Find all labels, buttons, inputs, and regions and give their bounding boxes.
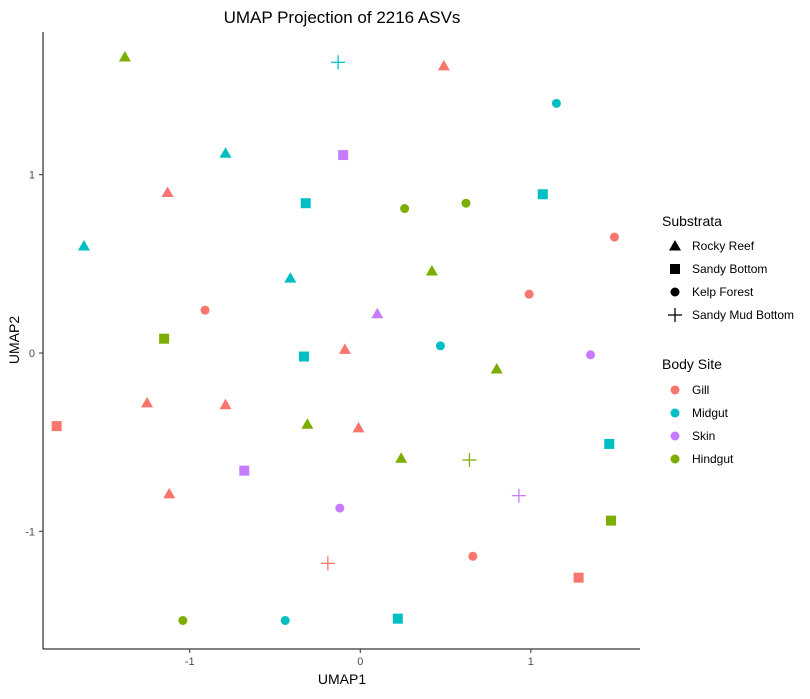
data-point	[524, 289, 534, 299]
data-point	[609, 232, 619, 242]
data-point	[161, 186, 174, 197]
substrata-legend-label: Rocky Reef	[692, 239, 755, 253]
data-point	[551, 98, 561, 108]
data-point	[178, 615, 188, 625]
data-point	[462, 452, 477, 467]
y-tick-label: -1	[25, 526, 35, 538]
legend-triangle-icon	[669, 240, 681, 251]
legend-color-swatch	[670, 408, 680, 418]
data-point	[586, 350, 596, 360]
data-point	[537, 189, 548, 200]
substrata-legend-label: Sandy Mud Bottom	[692, 308, 794, 322]
data-point	[301, 418, 314, 429]
legend-color-swatch	[670, 454, 680, 464]
data-point	[219, 398, 232, 410]
data-point	[573, 572, 584, 583]
data-point	[163, 487, 176, 499]
legend-color-swatch	[670, 431, 680, 441]
substrata-legend-label: Kelp Forest	[692, 285, 754, 299]
data-point	[338, 343, 351, 354]
body-site-legend-label: Skin	[692, 429, 715, 443]
y-tick-label: 0	[29, 348, 35, 360]
data-point	[284, 272, 297, 283]
body-site-legend-title: Body Site	[662, 356, 722, 372]
data-point	[425, 264, 438, 276]
data-point	[51, 421, 62, 432]
data-point	[320, 556, 335, 571]
legend-square-icon	[670, 264, 680, 274]
data-point	[395, 452, 408, 463]
data-point	[604, 438, 615, 449]
data-point	[338, 150, 349, 161]
legend-color-swatch	[670, 385, 680, 395]
substrata-legend-label: Sandy Bottom	[692, 262, 767, 276]
substrata-legend-title: Substrata	[662, 213, 722, 229]
data-point	[77, 239, 90, 251]
data-point	[511, 488, 526, 503]
y-tick-label: 1	[29, 170, 35, 182]
body-site-legend: Body Site Gill Midgut Skin Hindgut	[662, 356, 734, 466]
data-point	[606, 515, 617, 526]
data-point	[298, 351, 309, 362]
data-point	[468, 551, 478, 561]
substrata-legend: Substrata Rocky Reef Sandy Bottom Kelp For…	[662, 213, 794, 322]
data-point	[118, 50, 131, 62]
data-point	[400, 204, 410, 214]
data-point	[335, 503, 345, 513]
data-point	[461, 198, 471, 208]
data-point	[437, 59, 450, 71]
data-point	[159, 333, 170, 344]
plot-area: -1 0 1 -1 0 1	[25, 32, 640, 668]
data-point	[435, 341, 445, 351]
body-site-legend-label: Hindgut	[692, 452, 734, 466]
data-point	[141, 396, 154, 408]
x-axis-label: UMAP1	[318, 671, 366, 687]
data-point	[371, 307, 384, 319]
x-tick-label: -1	[185, 656, 195, 668]
data-point	[200, 305, 210, 315]
chart-title: UMAP Projection of 2216 ASVs	[224, 8, 461, 27]
body-site-legend-label: Midgut	[692, 406, 729, 420]
data-point	[331, 55, 346, 70]
data-point	[490, 363, 503, 374]
data-point	[352, 421, 365, 433]
data-point	[392, 613, 403, 624]
x-tick-label: 1	[528, 656, 534, 668]
data-point	[280, 615, 290, 625]
body-site-legend-label: Gill	[692, 383, 709, 397]
data-point	[239, 465, 250, 476]
data-point	[300, 198, 311, 209]
y-axis-label: UMAP2	[6, 316, 22, 364]
data-point	[219, 147, 232, 158]
x-tick-label: 0	[357, 656, 363, 668]
legend-cross-icon	[668, 308, 682, 322]
legend-circle-icon	[670, 287, 680, 297]
